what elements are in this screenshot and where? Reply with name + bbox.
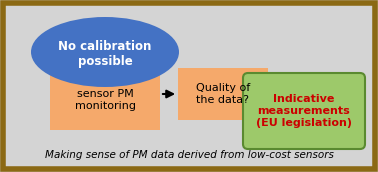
Text: No calibration
possible: No calibration possible bbox=[58, 40, 152, 68]
Ellipse shape bbox=[31, 17, 179, 87]
FancyBboxPatch shape bbox=[50, 58, 160, 130]
Text: Quality of
the data?: Quality of the data? bbox=[196, 83, 250, 105]
FancyBboxPatch shape bbox=[178, 68, 268, 120]
Text: Low-cost
sensor PM
monitoring: Low-cost sensor PM monitoring bbox=[74, 77, 135, 111]
FancyBboxPatch shape bbox=[243, 73, 365, 149]
Text: Making sense of PM data derived from low-cost sensors: Making sense of PM data derived from low… bbox=[45, 150, 333, 160]
Text: Indicative
measurements
(EU legislation): Indicative measurements (EU legislation) bbox=[256, 94, 352, 128]
